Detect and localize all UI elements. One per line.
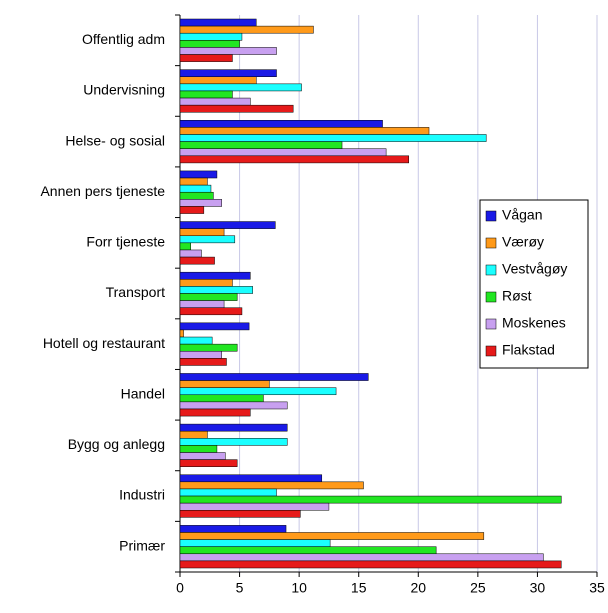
bar xyxy=(179,32,243,41)
x-tick-label: 5 xyxy=(236,580,244,596)
bar xyxy=(179,206,205,214)
bar xyxy=(179,438,288,446)
bar xyxy=(179,481,364,490)
bar xyxy=(179,141,343,149)
y-tick-label: Helse- og sosial xyxy=(65,132,165,148)
y-tick-label: Industri xyxy=(119,487,165,503)
bar xyxy=(179,445,218,453)
y-tick-label: Annen pers tjeneste xyxy=(40,183,165,199)
bar xyxy=(179,221,276,229)
bar xyxy=(179,286,253,294)
bar xyxy=(179,256,215,265)
bar xyxy=(179,546,437,555)
bar xyxy=(179,322,250,331)
bar xyxy=(179,343,238,352)
y-tick-label: Offentlig adm xyxy=(82,31,165,47)
bar xyxy=(179,329,184,338)
bar xyxy=(179,148,387,157)
bar xyxy=(179,134,487,142)
bar xyxy=(179,430,208,439)
bar xyxy=(179,525,287,533)
bar xyxy=(179,97,251,106)
bar xyxy=(179,249,202,258)
bar xyxy=(179,495,562,504)
bar xyxy=(179,76,257,85)
bar xyxy=(179,228,225,237)
y-tick-label: Primær xyxy=(119,537,165,553)
bar xyxy=(179,560,562,569)
x-tick-label: 35 xyxy=(589,580,605,596)
bar xyxy=(179,510,301,518)
bar xyxy=(179,452,226,460)
bar xyxy=(179,170,218,179)
bar xyxy=(179,242,191,251)
bar xyxy=(179,104,294,113)
bar xyxy=(179,47,277,55)
bar xyxy=(179,69,277,77)
bar xyxy=(179,293,238,301)
bar xyxy=(179,191,214,200)
legend-label: Flakstad xyxy=(502,342,555,358)
legend-swatch xyxy=(485,264,497,276)
legend-swatch xyxy=(485,291,497,303)
bar xyxy=(179,401,288,410)
bar xyxy=(179,380,270,388)
legend-swatch xyxy=(485,345,497,357)
bar xyxy=(179,553,544,562)
bar xyxy=(179,423,288,432)
bar xyxy=(179,539,331,547)
bar xyxy=(179,271,251,280)
legend-label: Vestvågøy xyxy=(502,261,567,277)
y-tick-label: Hotell og restaurant xyxy=(43,335,165,351)
legend-swatch xyxy=(485,237,497,249)
x-tick-label: 20 xyxy=(410,580,426,596)
bar xyxy=(179,373,369,381)
bar xyxy=(179,358,227,366)
bar xyxy=(179,184,212,193)
y-tick-label: Undervisning xyxy=(83,82,165,98)
x-tick-label: 10 xyxy=(291,580,307,596)
bar xyxy=(179,350,222,359)
bar xyxy=(179,336,213,345)
bar xyxy=(179,120,383,128)
bar xyxy=(179,40,240,48)
bar xyxy=(179,387,337,396)
y-tick-label: Forr tjeneste xyxy=(86,234,165,250)
bar xyxy=(179,235,236,244)
legend-swatch xyxy=(485,318,497,330)
legend-label: Moskenes xyxy=(502,315,566,331)
bar xyxy=(179,532,485,540)
bar xyxy=(179,90,233,99)
legend-label: Røst xyxy=(502,288,532,304)
x-tick-label: 15 xyxy=(351,580,367,596)
bar xyxy=(179,155,410,164)
x-tick-label: 0 xyxy=(176,580,184,596)
bar xyxy=(179,307,243,316)
bar xyxy=(179,502,330,511)
bar xyxy=(179,300,225,308)
legend-label: Vågan xyxy=(502,207,542,223)
bar xyxy=(179,408,251,417)
y-tick-label: Handel xyxy=(121,385,165,401)
legend-box xyxy=(479,199,589,369)
legend-swatch xyxy=(485,210,497,222)
x-tick-label: 25 xyxy=(470,580,486,596)
bar xyxy=(179,488,277,497)
bar xyxy=(179,177,208,186)
bar xyxy=(179,25,314,34)
bar xyxy=(179,394,264,403)
bar xyxy=(179,199,222,207)
bar xyxy=(179,127,430,135)
bar xyxy=(179,18,257,27)
bar xyxy=(179,474,323,483)
legend-label: Værøy xyxy=(502,234,544,250)
y-tick-label: Transport xyxy=(106,284,166,300)
bar xyxy=(179,459,238,467)
bar xyxy=(179,279,233,287)
bar xyxy=(179,83,302,92)
x-tick-label: 30 xyxy=(530,580,546,596)
bar xyxy=(179,54,233,62)
y-tick-label: Bygg og anlegg xyxy=(68,436,165,452)
